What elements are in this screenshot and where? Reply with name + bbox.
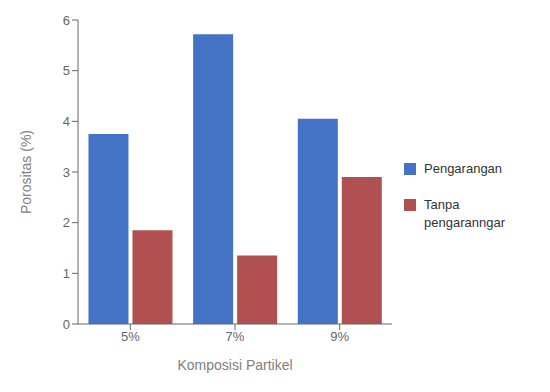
svg-text:9%: 9% [330,329,349,344]
svg-text:Komposisi Partikel: Komposisi Partikel [177,357,292,373]
svg-text:0: 0 [63,317,70,332]
svg-text:1: 1 [63,266,70,281]
svg-text:3: 3 [63,165,70,180]
svg-text:5: 5 [63,63,70,78]
svg-text:Porositas (%): Porositas (%) [18,130,34,214]
svg-text:7%: 7% [226,329,245,344]
svg-text:2: 2 [63,215,70,230]
html-text:Tanpa pengaranngar: Tanpa pengaranngar [424,197,505,230]
svg-text:4: 4 [63,114,70,129]
html-text:Pengarangan: Pengarangan [424,161,503,176]
svg-text:5%: 5% [121,329,140,344]
svg-text:6: 6 [63,13,70,28]
